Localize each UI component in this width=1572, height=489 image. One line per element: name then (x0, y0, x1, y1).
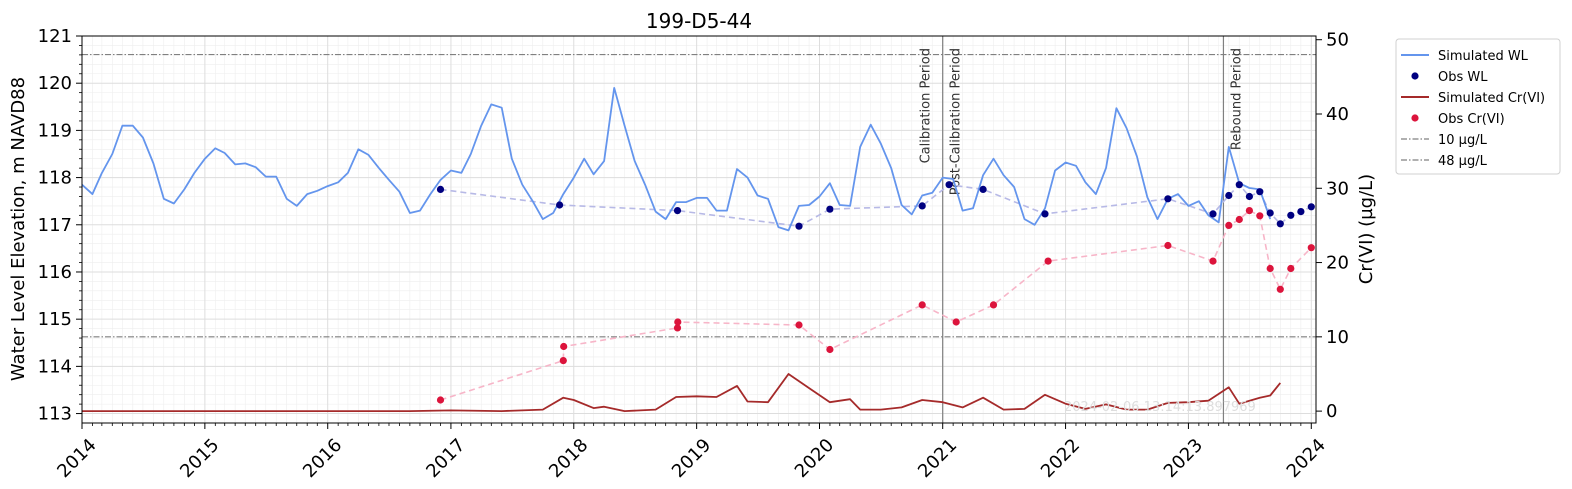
legend-label-simulated-wl: Simulated WL (1438, 49, 1529, 64)
obs-wl-point (979, 185, 987, 193)
obs-cr-point (795, 321, 803, 329)
legend-swatch-obs-wl (1411, 72, 1419, 80)
period-label: Rebound Period (1229, 48, 1244, 150)
y-tick-label: 120 (38, 73, 72, 94)
plot-frame (81, 35, 1317, 424)
obs-wl-point (1266, 209, 1274, 217)
obs-wl-point (795, 222, 803, 230)
legend-frame (1395, 38, 1561, 175)
y-tick-label: 119 (38, 120, 72, 141)
simulated-cr-line (82, 373, 1282, 413)
chart-title: 199-D5-44 (646, 9, 752, 33)
obs-cr-point (673, 324, 682, 332)
y2-tick-label: 10 (1326, 327, 1349, 348)
y2-axis-label: Cr(VI) (µg/L) (1356, 174, 1377, 284)
y-tick-label: 114 (38, 356, 72, 377)
obs-wl-point (673, 207, 682, 215)
obs-cr-point (918, 301, 926, 309)
obs-wl-point (918, 202, 926, 210)
y2-tick-label: 50 (1326, 30, 1349, 51)
obs-wl-point (1225, 191, 1233, 200)
grid (81, 35, 1316, 423)
obs-cr-point (1235, 215, 1243, 224)
obs-wl-point (1164, 195, 1172, 203)
y2-tick-label: 40 (1326, 104, 1349, 125)
obs-cr-point (989, 301, 998, 309)
obs-wl-point (1256, 188, 1264, 196)
obs-cr-point (559, 357, 567, 365)
y-tick-label: 116 (38, 262, 72, 283)
obs-wl-point (436, 185, 445, 193)
obs-cr-point (1266, 264, 1274, 273)
obs-cr-point (1245, 207, 1253, 215)
y-tick-label: 115 (38, 309, 72, 330)
obs-wl-point (1297, 208, 1305, 216)
obs-cr-point (1276, 285, 1284, 293)
legend-swatch-obs-cr (1411, 114, 1419, 122)
legend-label-simulated-cr: Simulated Cr(VI) (1438, 91, 1545, 106)
period-label: Post-Calibration Period (949, 48, 964, 195)
y-tick-label: 113 (38, 404, 72, 425)
y-axis-label: Water Level Elevation, m NAVD88 (8, 77, 29, 381)
obs-cr-point (1225, 221, 1233, 229)
legend-label-obs-wl: Obs WL (1438, 70, 1488, 85)
obs-wl-point (1307, 203, 1315, 211)
legend: Simulated WL Obs WL Simulated Cr(VI) Obs… (1395, 38, 1561, 175)
y-tick-label: 121 (38, 26, 72, 47)
legend-label-48-ugl: 48 µg/L (1438, 154, 1488, 169)
obs-wl-point (556, 201, 564, 209)
obs-cr-point (1307, 244, 1315, 252)
timestamp-watermark: 2024-02-06 13:14:13.897969 (1064, 400, 1256, 415)
obs-cr-point (436, 396, 445, 404)
legend-label-10-ugl: 10 µg/L (1438, 133, 1488, 148)
y2-tick-label: 30 (1326, 178, 1349, 199)
simulated-wl-line (81, 87, 1272, 232)
obs-cr-point (1164, 241, 1172, 250)
obs-wl-point (1041, 210, 1049, 218)
legend-label-obs-cr: Obs Cr(VI) (1438, 112, 1505, 127)
obs-wl-point (1209, 210, 1217, 218)
y-tick-label: 117 (38, 215, 72, 236)
y-tick-label: 118 (38, 168, 72, 189)
reference-lines: Calibration Period Post-Calibration Perio… (82, 36, 1316, 423)
obs-wl-point (1276, 220, 1284, 228)
obs-wl-point (945, 181, 953, 189)
obs-cr-point (826, 345, 834, 354)
y2-tick-label: 20 (1326, 253, 1349, 274)
obs-cr-point (1044, 257, 1052, 265)
series (81, 87, 1315, 413)
obs-wl-dashed-link (440, 183, 1312, 227)
obs-wl-point (1245, 192, 1253, 201)
obs-cr-point (1287, 264, 1295, 273)
obs-cr-point (674, 318, 682, 326)
obs-cr-point (952, 318, 960, 326)
obs-cr-point (1256, 212, 1264, 220)
y2-tick-label: 0 (1326, 401, 1337, 422)
obs-wl-point (826, 205, 834, 213)
obs-cr-point (560, 342, 568, 351)
obs-wl-point (1235, 181, 1243, 189)
obs-wl-point (1287, 211, 1295, 219)
obs-cr-point (1209, 257, 1217, 265)
period-label: Calibration Period (919, 48, 934, 163)
